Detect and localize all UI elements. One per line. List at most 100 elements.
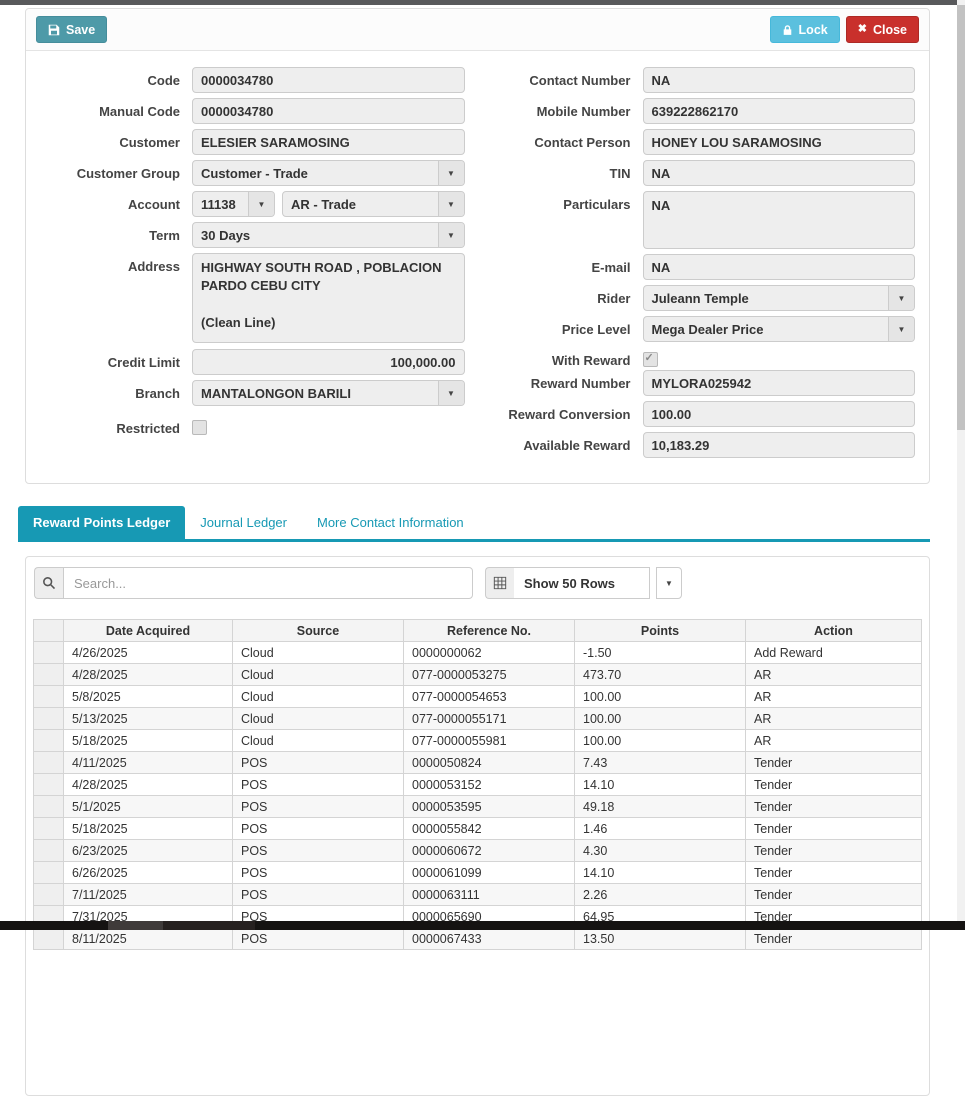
table-row[interactable]: 4/11/2025 POS 0000050824 7.43 Tender	[33, 751, 922, 774]
tab-more-contact-information[interactable]: More Contact Information	[316, 515, 464, 530]
term-select[interactable]: 30 Days ▼	[192, 222, 465, 248]
tab-reward-points-ledger[interactable]: Reward Points Ledger	[18, 506, 186, 539]
tab-journal-ledger[interactable]: Journal Ledger	[200, 515, 287, 530]
table-cell: 2.26	[574, 883, 746, 906]
table-cell: POS	[232, 861, 404, 884]
with-reward-checkbox[interactable]	[642, 351, 658, 367]
restricted-checkbox[interactable]	[192, 420, 207, 435]
table-cell: POS	[232, 883, 404, 906]
column-header-date-acquired[interactable]: Date Acquired	[63, 619, 233, 642]
contact-person-input[interactable]	[642, 129, 915, 155]
table-cell: 4/11/2025	[63, 751, 233, 774]
table-cell: Tender	[745, 773, 922, 796]
chevron-down-icon[interactable]: ▼	[437, 161, 464, 185]
table-cell: Cloud	[232, 685, 404, 708]
column-header-points[interactable]: Points	[574, 619, 746, 642]
close-button-label: Close	[872, 22, 907, 37]
lock-button[interactable]: Lock	[769, 16, 840, 43]
table-row[interactable]: 4/28/2025 POS 0000053152 14.10 Tender	[33, 773, 922, 796]
save-button[interactable]: Save	[36, 16, 108, 43]
reward-number-input[interactable]	[642, 370, 915, 396]
search-input[interactable]	[63, 567, 473, 599]
customer-group-select[interactable]: Customer - Trade ▼	[192, 160, 465, 186]
price-level-select[interactable]: Mega Dealer Price ▼	[642, 316, 915, 342]
address-textarea[interactable]: HIGHWAY SOUTH ROAD , POBLACION PARDO CEB…	[192, 253, 465, 343]
credit-limit-input[interactable]	[192, 349, 465, 375]
search-icon	[34, 567, 63, 599]
chevron-down-icon[interactable]: ▼	[888, 286, 914, 310]
form-toolbar: Save Lock ✖ Close	[26, 9, 929, 51]
code-input[interactable]	[192, 67, 465, 93]
table-cell: 1.46	[574, 817, 746, 840]
chevron-down-icon[interactable]: ▼	[437, 381, 464, 405]
reward-points-ledger-panel: Show 50 Rows ▼ Date Acquired Source Refe…	[25, 556, 930, 1096]
table-cell: Tender	[745, 927, 922, 950]
table-row[interactable]: 6/26/2025 POS 0000061099 14.10 Tender	[33, 861, 922, 884]
table-grid-icon	[485, 567, 514, 599]
available-reward-input[interactable]	[642, 432, 915, 458]
chevron-down-icon[interactable]: ▼	[437, 223, 464, 247]
tin-label: TIN	[609, 166, 631, 181]
customer-form-panel: Save Lock ✖ Close Code	[25, 8, 930, 484]
rows-selector-value[interactable]: Show 50 Rows	[514, 567, 650, 599]
table-cell: 8/11/2025	[63, 927, 233, 950]
table-cell: 6/26/2025	[63, 861, 233, 884]
account-code-select[interactable]: 11138 ▼	[192, 191, 275, 217]
table-cell: POS	[232, 773, 404, 796]
table-cell: 5/1/2025	[63, 795, 233, 818]
branch-select[interactable]: MANTALONGON BARILI ▼	[192, 380, 465, 406]
table-cell: 4/28/2025	[63, 773, 233, 796]
row-handle	[33, 861, 64, 884]
table-cell: 0000053152	[403, 773, 575, 796]
table-cell: 473.70	[574, 663, 746, 686]
table-row[interactable]: 5/18/2025 Cloud 077-0000055981 100.00 AR	[33, 729, 922, 752]
table-cell: 5/8/2025	[63, 685, 233, 708]
save-icon	[48, 24, 60, 36]
table-cell: AR	[745, 685, 922, 708]
table-row[interactable]: 4/28/2025 Cloud 077-0000053275 473.70 AR	[33, 663, 922, 686]
table-row[interactable]: 5/1/2025 POS 0000053595 49.18 Tender	[33, 795, 922, 818]
account-name-select[interactable]: AR - Trade ▼	[282, 191, 465, 217]
table-cell: 077-0000055981	[403, 729, 575, 752]
column-header-action[interactable]: Action	[745, 619, 922, 642]
table-row[interactable]: 5/18/2025 POS 0000055842 1.46 Tender	[33, 817, 922, 840]
chevron-down-icon[interactable]: ▼	[888, 317, 914, 341]
close-button[interactable]: ✖ Close	[845, 16, 919, 43]
table-cell: 5/18/2025	[63, 817, 233, 840]
table-cell: Tender	[745, 883, 922, 906]
table-cell: 4/28/2025	[63, 663, 233, 686]
vertical-scrollbar[interactable]	[957, 0, 965, 930]
price-level-label: Price Level	[561, 322, 631, 337]
table-row[interactable]: 8/11/2025 POS 0000067433 13.50 Tender	[33, 927, 922, 950]
reward-points-table: Date Acquired Source Reference No. Point…	[33, 619, 922, 950]
scrollbar-thumb[interactable]	[957, 5, 965, 430]
rider-select[interactable]: Juleann Temple ▼	[642, 285, 915, 311]
column-header-source[interactable]: Source	[232, 619, 404, 642]
table-row[interactable]: 6/23/2025 POS 0000060672 4.30 Tender	[33, 839, 922, 862]
lock-icon	[782, 24, 793, 36]
customer-input[interactable]	[192, 129, 465, 155]
row-handle	[33, 641, 64, 664]
reward-conversion-input[interactable]	[642, 401, 915, 427]
table-row[interactable]: 7/11/2025 POS 0000063111 2.26 Tender	[33, 883, 922, 906]
table-cell: 0000050824	[403, 751, 575, 774]
mobile-number-input[interactable]	[642, 98, 915, 124]
chevron-down-icon[interactable]: ▼	[437, 192, 464, 216]
manual-code-input[interactable]	[192, 98, 465, 124]
row-handle	[33, 795, 64, 818]
email-input[interactable]	[642, 254, 915, 280]
table-cell: POS	[232, 817, 404, 840]
table-row[interactable]: 5/8/2025 Cloud 077-0000054653 100.00 AR	[33, 685, 922, 708]
chevron-down-icon[interactable]: ▼	[656, 567, 682, 599]
chevron-down-icon[interactable]: ▼	[248, 192, 274, 216]
table-cell: 5/18/2025	[63, 729, 233, 752]
column-header-reference-no[interactable]: Reference No.	[403, 619, 575, 642]
contact-number-input[interactable]	[642, 67, 915, 93]
tin-input[interactable]	[642, 160, 915, 186]
particulars-textarea[interactable]: NA	[642, 191, 915, 249]
rider-value: Juleann Temple	[651, 291, 749, 306]
table-row[interactable]: 5/13/2025 Cloud 077-0000055171 100.00 AR	[33, 707, 922, 730]
table-row[interactable]: 4/26/2025 Cloud 0000000062 -1.50 Add Reward	[33, 641, 922, 664]
table-cell: Cloud	[232, 663, 404, 686]
customer-form: Code Manual Code Customer Customer Group…	[26, 51, 929, 483]
